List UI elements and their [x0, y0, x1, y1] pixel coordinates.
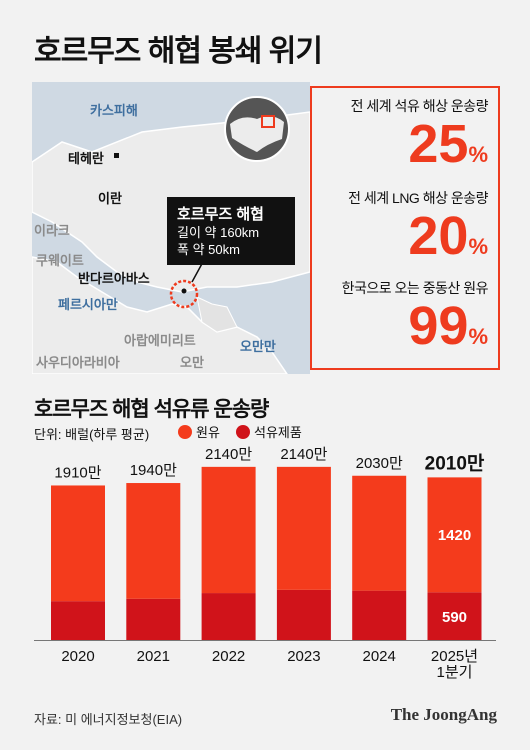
bandar-dot — [181, 288, 187, 294]
callout-title: 호르무즈 해협 — [177, 206, 264, 223]
land-oman — [196, 296, 238, 333]
globe-inset — [224, 96, 290, 162]
stat-korea: 한국으로 오는 중동산 원유 99% — [341, 278, 489, 365]
bar-product-0 — [51, 601, 105, 640]
strait-callout: 호르무즈 해협 길이 약 160km 폭 약 50km — [167, 197, 295, 265]
legend-product-swatch — [236, 424, 250, 439]
bar-crude-3 — [276, 466, 331, 590]
x-tick-label-4: 2024 — [363, 648, 396, 665]
legend-crude-swatch — [178, 424, 192, 439]
stat-oil-value: 25 — [408, 114, 469, 174]
map-label-caspian: 카스피해 — [90, 103, 138, 118]
map-label-iraq: 이라크 — [34, 223, 70, 238]
map-label-persian-gulf: 페르시아만 — [58, 297, 118, 312]
stat-box: 전 세계 석유 해상 운송량 25% 전 세계 LNG 해상 운송량 20% 한… — [310, 86, 500, 370]
stat-korea-label: 한국으로 오는 중동산 원유 — [341, 280, 489, 296]
total-label-3: 2140만 — [280, 446, 327, 463]
bar-product-5 — [427, 592, 482, 640]
total-label-5: 2010만 — [425, 452, 485, 474]
caspian-sea — [72, 82, 127, 122]
page-title: 호르무즈 해협 봉쇄 위기 — [34, 35, 323, 68]
total-label-1: 1940만 — [130, 462, 177, 479]
x-tick-label-3: 2023 — [287, 648, 320, 665]
callout-length: 길이 약 160km — [177, 225, 260, 240]
total-label-4: 2030만 — [356, 455, 403, 472]
bar-crude-4 — [352, 475, 407, 591]
stat-oil-label: 전 세계 석유 해상 운송량 — [350, 98, 489, 114]
data-label-crude-last: 1420 — [438, 527, 471, 544]
map-label-kuwait: 쿠웨이트 — [36, 253, 84, 268]
legend-product-label: 석유제품 — [254, 425, 302, 440]
stat-lng-unit: % — [468, 234, 488, 259]
map-label-oman: 오만 — [180, 355, 204, 370]
bar-crude-1 — [126, 483, 181, 599]
stat-lng-label: 전 세계 LNG 해상 운송량 — [348, 190, 488, 206]
map-label-gulf-of-oman: 오만만 — [240, 339, 276, 354]
total-label-2: 2140만 — [205, 446, 252, 463]
bar-product-2 — [201, 593, 256, 640]
land-arabia — [32, 256, 288, 374]
bar-crude-5 — [427, 477, 482, 593]
legend-crude-label: 원유 — [196, 425, 220, 440]
bar-crude-2 — [201, 466, 256, 594]
stat-lng: 전 세계 LNG 해상 운송량 20% — [348, 188, 488, 275]
chart-title: 호르무즈 해협 석유류 운송량 — [34, 398, 269, 421]
data-label-product-last: 590 — [442, 609, 467, 626]
map-label-tehran: 테헤란 — [68, 151, 104, 166]
bar-crude-0 — [51, 485, 105, 602]
source-note: 자료: 미 에너지정보청(EIA) — [34, 712, 183, 727]
strait-marker — [169, 279, 199, 309]
callout-width: 폭 약 50km — [177, 242, 240, 257]
unit-label: 단위: 배럴(하루 평균) — [34, 427, 150, 442]
bar-product-4 — [352, 590, 407, 640]
map-label-saudi: 사우디아라비아 — [36, 355, 120, 370]
bar-product-3 — [276, 589, 331, 640]
map-label-bandar: 반다르아바스 — [78, 271, 150, 286]
stat-korea-unit: % — [468, 324, 488, 349]
x-tick-label-5-1: 1분기 — [437, 664, 473, 681]
stat-oil: 전 세계 석유 해상 운송량 25% — [350, 96, 489, 183]
x-tick-label-1: 2021 — [137, 648, 170, 665]
tehran-dot — [114, 153, 119, 158]
x-tick-label-0: 2020 — [61, 648, 94, 665]
stat-lng-value: 20 — [408, 206, 469, 266]
stat-korea-value: 99 — [408, 296, 469, 356]
total-label-0: 1910만 — [54, 464, 101, 481]
x-tick-label-5: 2025년 — [431, 648, 478, 665]
map-label-iran: 이란 — [98, 191, 122, 206]
bar-product-1 — [126, 598, 181, 640]
stat-oil-unit: % — [468, 142, 488, 167]
legend-product: 석유제품 — [236, 422, 302, 441]
map-label-uae: 아랍에미리트 — [124, 333, 196, 348]
legend-crude: 원유 — [178, 422, 220, 441]
brand-logo: The JoongAng — [390, 705, 497, 724]
x-tick-label-2: 2022 — [212, 648, 245, 665]
